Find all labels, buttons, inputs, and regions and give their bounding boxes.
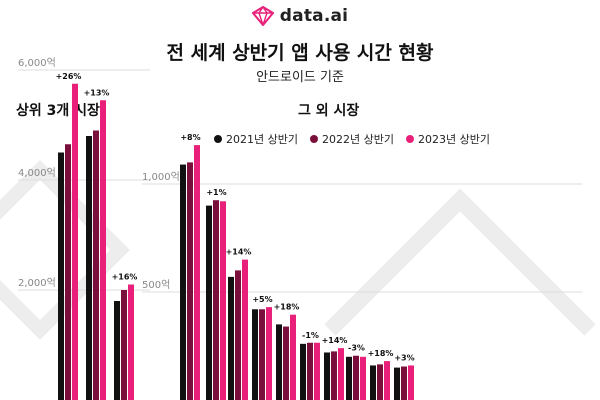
bar-others-9-s1 [401, 366, 407, 400]
data-label-others-7: -3% [348, 344, 365, 353]
bar-top3-0-s2 [72, 83, 78, 400]
bar-top3-0-s0 [58, 152, 64, 400]
bar-others-2-s1 [235, 270, 241, 400]
bar-top3-2-s0 [114, 301, 120, 400]
legend-dot-2021 [214, 135, 222, 143]
legend-label-2022: 2022년 상반기 [321, 133, 394, 146]
section-title-top3: 상위 3개 시장 [16, 103, 100, 119]
y-tick-label-top3-1: 4,000억 [18, 167, 56, 179]
bar-others-7-s1 [353, 355, 359, 400]
data-label-others-0: +8% [180, 133, 200, 142]
bar-others-8-s0 [370, 365, 376, 400]
bar-others-4-s2 [290, 314, 296, 400]
bar-top3-0-s1 [65, 144, 71, 400]
bar-others-6-s1 [331, 351, 337, 400]
data-label-others-9: +3% [394, 353, 414, 362]
bar-others-5-s2 [314, 342, 320, 400]
legend-item-2023: 2023년 상반기 [405, 131, 490, 147]
watermark-gem-icon-left [0, 160, 130, 340]
bar-others-0-s2 [194, 145, 200, 400]
bar-top3-2-s1 [121, 290, 127, 400]
bar-others-4-s0 [276, 324, 282, 400]
section-title-others: 그 외 시장 [298, 103, 360, 119]
legend-item-2022: 2022년 상반기 [309, 131, 394, 147]
bar-others-0-s1 [187, 162, 193, 400]
gem-logo-icon [251, 6, 274, 26]
y-tick-label-others-0: 500억 [142, 279, 170, 291]
data-label-others-8: +18% [368, 349, 394, 358]
legend-dot-2023 [405, 135, 414, 143]
bar-others-3-s2 [266, 307, 272, 400]
bar-others-2-s2 [242, 259, 248, 400]
bar-others-5-s1 [307, 342, 313, 400]
data-label-top3-1: +13% [84, 88, 110, 97]
legend: 2021년 상반기 2022년 상반기 2023년 상반기 [214, 131, 490, 147]
data-label-others-5: -1% [302, 331, 319, 340]
bar-others-3-s1 [259, 309, 265, 400]
bar-top3-1-s1 [93, 130, 99, 400]
chart-subtitle: 안드로이드 기준 [256, 70, 344, 85]
legend-item-2021: 2021년 상반기 [214, 131, 298, 147]
data-label-others-2: +14% [226, 248, 252, 257]
chart-title: 전 세계 상반기 앱 사용 시간 현황 [166, 42, 434, 64]
data-label-others-4: +18% [274, 303, 300, 312]
bar-others-1-s0 [206, 205, 212, 400]
bar-others-5-s0 [300, 343, 306, 400]
data-label-others-6: +14% [322, 336, 348, 345]
data-label-top3-0: +26% [56, 72, 82, 81]
bar-others-1-s1 [213, 200, 219, 400]
bar-top3-2-s2 [128, 284, 134, 400]
legend-dot-2022 [309, 135, 318, 143]
brand-logo: data.ai [0, 6, 600, 26]
bar-others-9-s2 [408, 365, 414, 400]
bar-others-8-s1 [377, 364, 383, 400]
bar-others-8-s2 [384, 361, 390, 400]
bar-top3-1-s2 [100, 100, 106, 400]
data-label-top3-2: +16% [112, 273, 138, 282]
bar-others-0-s0 [180, 164, 186, 400]
legend-label-2021: 2021년 상반기 [226, 133, 298, 146]
data-label-others-1: +1% [206, 188, 226, 197]
bar-others-2-s0 [228, 276, 234, 400]
bar-others-6-s2 [338, 348, 344, 400]
bar-others-9-s0 [394, 367, 400, 400]
y-tick-label-others-1: 1,000억 [142, 171, 180, 183]
bar-others-7-s0 [346, 356, 352, 400]
y-tick-label-top3-0: 2,000억 [18, 277, 56, 289]
bar-others-7-s2 [360, 356, 366, 400]
bar-top3-1-s0 [86, 136, 92, 400]
y-tick-label-top3-2: 6,000억 [18, 57, 56, 69]
watermark-gem-icon-right [324, 188, 596, 336]
bar-others-1-s2 [220, 201, 226, 400]
bar-others-6-s0 [324, 352, 330, 400]
brand-name: data.ai [279, 6, 349, 26]
data-label-others-3: +5% [252, 295, 272, 304]
bar-others-4-s1 [283, 326, 289, 400]
legend-label-2023: 2023년 상반기 [417, 133, 490, 146]
bar-others-3-s0 [252, 309, 258, 400]
